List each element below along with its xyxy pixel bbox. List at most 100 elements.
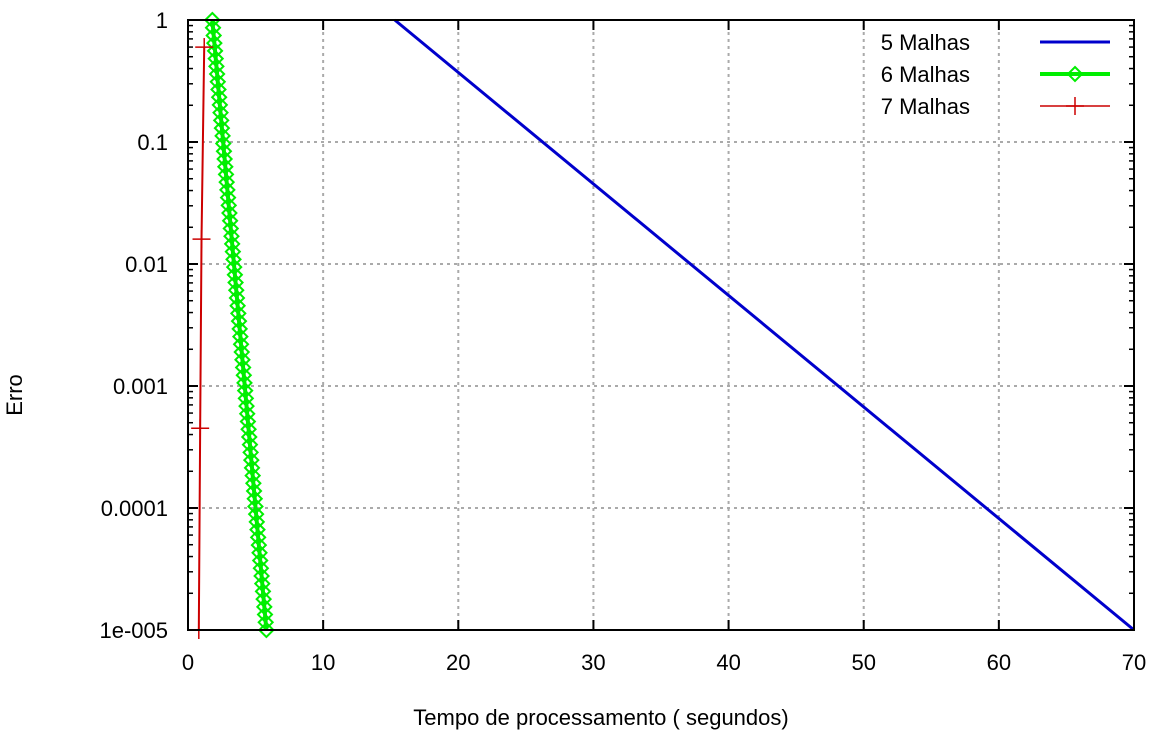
plot-frame [187, 19, 1135, 631]
data-point-diamond [217, 166, 235, 183]
series-1 [393, 18, 1135, 632]
plot-series [189, 11, 1135, 639]
data-point-diamond [232, 335, 250, 353]
y-tick-label: 1 [156, 8, 168, 33]
data-point-diamond [210, 88, 228, 106]
x-tick-label: 70 [1122, 650, 1146, 675]
data-point-diamond [213, 119, 231, 137]
data-point-diamond [226, 266, 244, 284]
data-point-diamond [229, 297, 247, 315]
data-point-diamond [229, 305, 247, 322]
data-point-diamond [237, 389, 255, 407]
data-point-diamond [230, 312, 248, 330]
x-tick-labels: 0 10 20 30 40 50 60 70 [182, 650, 1146, 675]
data-point-diamond [247, 498, 264, 515]
data-point-diamond [227, 274, 245, 291]
data-point-diamond [207, 50, 225, 68]
data-point-diamond [215, 142, 233, 160]
data-point-diamond [242, 443, 260, 461]
data-point-diamond [221, 204, 238, 222]
data-point-diamond [254, 582, 272, 600]
data-point-diamond [225, 250, 242, 268]
data-point-diamond [251, 552, 269, 569]
data-point-diamond [241, 436, 259, 454]
data-point-diamond [216, 158, 234, 176]
data-point-diamond [210, 81, 227, 98]
axis-ticks [187, 19, 1135, 631]
data-point-diamond [216, 150, 234, 168]
data-point-diamond [239, 413, 257, 430]
y-tick-label: 1e-005 [99, 618, 168, 643]
data-point-diamond [212, 104, 229, 122]
data-point-diamond [223, 227, 240, 245]
data-point-diamond [206, 42, 224, 60]
data-point-diamond [218, 181, 236, 199]
series-2 [203, 11, 275, 639]
data-point-diamond [233, 343, 251, 361]
data-point-diamond [247, 505, 265, 523]
data-point-diamond [212, 111, 230, 129]
legend-label: 6 Malhas [881, 62, 970, 87]
data-point-diamond [222, 220, 240, 237]
data-point-diamond [253, 575, 271, 593]
y-tick-labels: 1e-005 0.0001 0.001 0.01 0.1 1 [99, 8, 168, 643]
data-point-diamond [245, 482, 263, 500]
y-tick-label: 0.001 [113, 374, 168, 399]
data-point-plus [191, 419, 210, 438]
data-point-diamond [240, 428, 258, 446]
data-point-diamond [205, 27, 223, 44]
data-point-diamond [214, 127, 232, 145]
legend-label: 5 Malhas [881, 30, 970, 55]
x-tick-label: 30 [581, 650, 605, 675]
series-3 [189, 38, 214, 639]
y-tick-label: 0.1 [137, 130, 168, 155]
x-tick-label: 40 [716, 650, 740, 675]
data-point-diamond [235, 366, 253, 384]
data-point-plus [1066, 97, 1084, 115]
data-point-diamond [256, 606, 274, 623]
legend: 5 Malhas 6 Malhas 7 Malhas [881, 30, 1110, 119]
data-point-diamond [221, 212, 239, 230]
y-tick-label: 0.0001 [101, 496, 168, 521]
data-point-diamond [225, 258, 243, 276]
data-point-diamond [234, 359, 252, 376]
data-point-diamond [238, 405, 256, 423]
data-point-plus [195, 38, 214, 57]
data-point-diamond [1066, 65, 1084, 83]
data-point-diamond [242, 451, 260, 469]
y-tick-label: 0.01 [125, 252, 168, 277]
data-point-diamond [250, 536, 268, 554]
x-tick-label: 20 [446, 650, 470, 675]
data-point-diamond [240, 420, 258, 438]
data-point-diamond [246, 490, 264, 508]
data-point-diamond [238, 397, 255, 415]
y-axis-title: Erro [2, 374, 27, 416]
x-tick-label: 50 [851, 650, 875, 675]
data-point-diamond [236, 382, 254, 400]
data-point-diamond [234, 351, 251, 369]
x-axis-title: Tempo de processamento ( segundos) [413, 705, 788, 730]
data-point-diamond [255, 590, 273, 608]
data-point-diamond [252, 559, 270, 577]
data-point-diamond [211, 96, 229, 114]
data-point-diamond [203, 11, 221, 29]
data-point-diamond [251, 544, 268, 562]
data-point-diamond [236, 374, 253, 392]
data-point-diamond [253, 567, 271, 585]
data-point-diamond [218, 173, 236, 191]
data-point-diamond [249, 528, 267, 546]
data-point-diamond [248, 513, 266, 531]
data-point-diamond [219, 189, 237, 207]
data-point-diamond [209, 73, 227, 91]
grid [188, 20, 1134, 630]
data-point-diamond [243, 459, 261, 477]
data-point-diamond [227, 281, 245, 299]
x-tick-label: 10 [311, 650, 335, 675]
data-point-diamond [249, 521, 266, 539]
x-tick-label: 60 [987, 650, 1011, 675]
data-point-diamond [231, 328, 249, 345]
data-point-plus [192, 230, 211, 249]
legend-label: 7 Malhas [881, 94, 970, 119]
data-point-diamond [231, 320, 249, 338]
